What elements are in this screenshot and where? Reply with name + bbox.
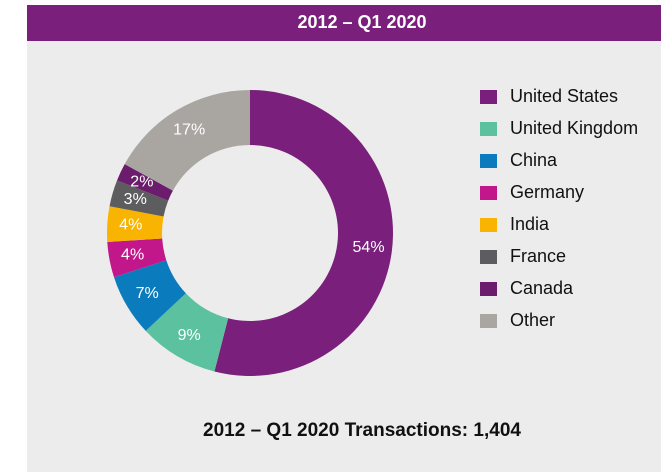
slice (106, 206, 164, 242)
legend-label: Germany (510, 182, 584, 202)
slice (214, 90, 394, 376)
footer: 2012 – Q1 2020 Transactions: 1,404 (203, 420, 521, 441)
slice-label: 9% (178, 327, 201, 344)
slice (109, 180, 169, 217)
legend-swatch (480, 122, 497, 136)
slice-label: 54% (353, 239, 385, 256)
chart-title: 2012 – Q1 2020 (297, 12, 426, 32)
legend-swatch (480, 90, 497, 104)
slice-label: 4% (121, 247, 144, 264)
header-bar (27, 5, 661, 41)
legend-label: China (510, 150, 558, 170)
slice-label: 2% (130, 173, 153, 190)
slice-label: 4% (119, 217, 142, 234)
legend-label: Canada (510, 278, 574, 298)
slice-label: 7% (136, 285, 159, 302)
legend-swatch (480, 218, 497, 232)
legend-swatch (480, 282, 497, 296)
slice (117, 164, 173, 201)
legend-label: Other (510, 310, 555, 330)
legend-swatch (480, 250, 497, 264)
legend-swatch (480, 154, 497, 168)
legend-label: United States (510, 86, 618, 106)
slice (107, 238, 167, 278)
legend-swatch (480, 314, 497, 328)
legend-label: France (510, 246, 566, 266)
legend-label: India (510, 214, 550, 234)
slice-label: 17% (173, 121, 205, 138)
slice-label: 3% (124, 191, 147, 208)
slice (145, 293, 229, 372)
legend-label: United Kingdom (510, 118, 638, 138)
slice (113, 260, 186, 331)
legend-swatch (480, 186, 497, 200)
slice (124, 90, 250, 191)
